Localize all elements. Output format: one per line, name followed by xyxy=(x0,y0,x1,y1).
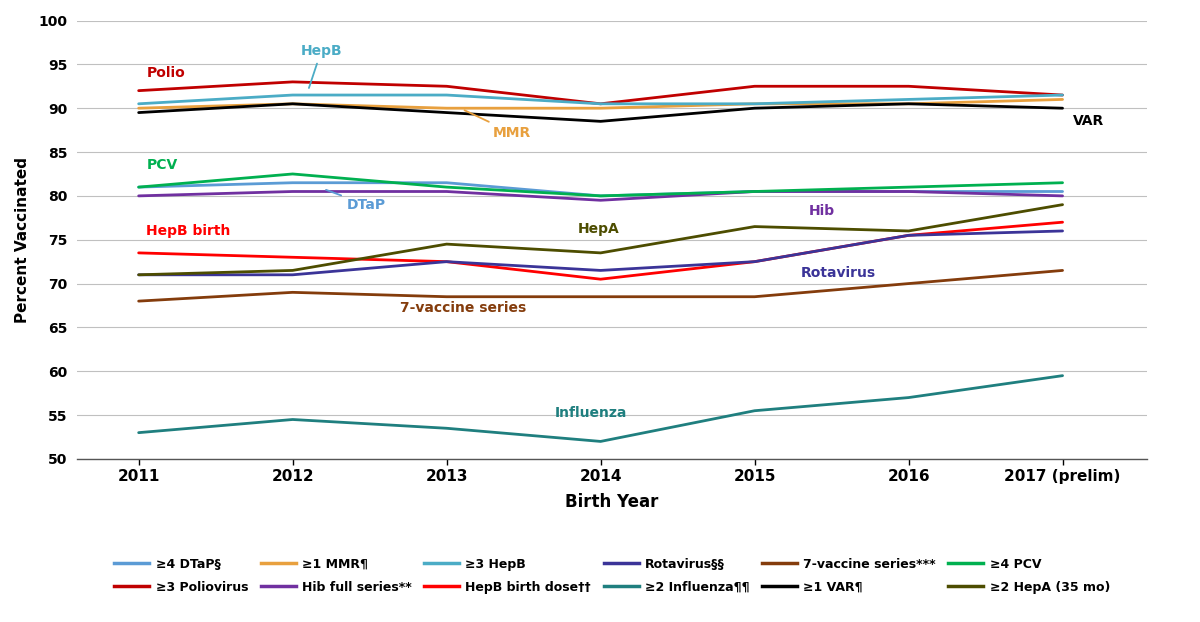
Text: 7-vaccine series: 7-vaccine series xyxy=(401,301,527,315)
Text: PCV: PCV xyxy=(146,158,178,172)
Text: Polio: Polio xyxy=(146,66,185,80)
Text: Hib: Hib xyxy=(809,204,835,218)
Legend: ≥4 DTaP§, ≥3 Poliovirus, ≥1 MMR¶, Hib full series**, ≥3 HepB, HepB birth dose††,: ≥4 DTaP§, ≥3 Poliovirus, ≥1 MMR¶, Hib fu… xyxy=(109,553,1115,599)
Text: DTaP: DTaP xyxy=(326,190,385,211)
Text: MMR: MMR xyxy=(464,110,532,140)
Y-axis label: Percent Vaccinated: Percent Vaccinated xyxy=(14,157,30,323)
X-axis label: Birth Year: Birth Year xyxy=(565,493,659,511)
Text: Rotavirus: Rotavirus xyxy=(800,266,876,280)
Text: Influenza: Influenza xyxy=(554,406,626,420)
Text: HepA: HepA xyxy=(577,222,619,236)
Text: HepB: HepB xyxy=(300,44,342,88)
Text: HepB birth: HepB birth xyxy=(146,224,230,238)
Text: VAR: VAR xyxy=(1073,114,1104,128)
